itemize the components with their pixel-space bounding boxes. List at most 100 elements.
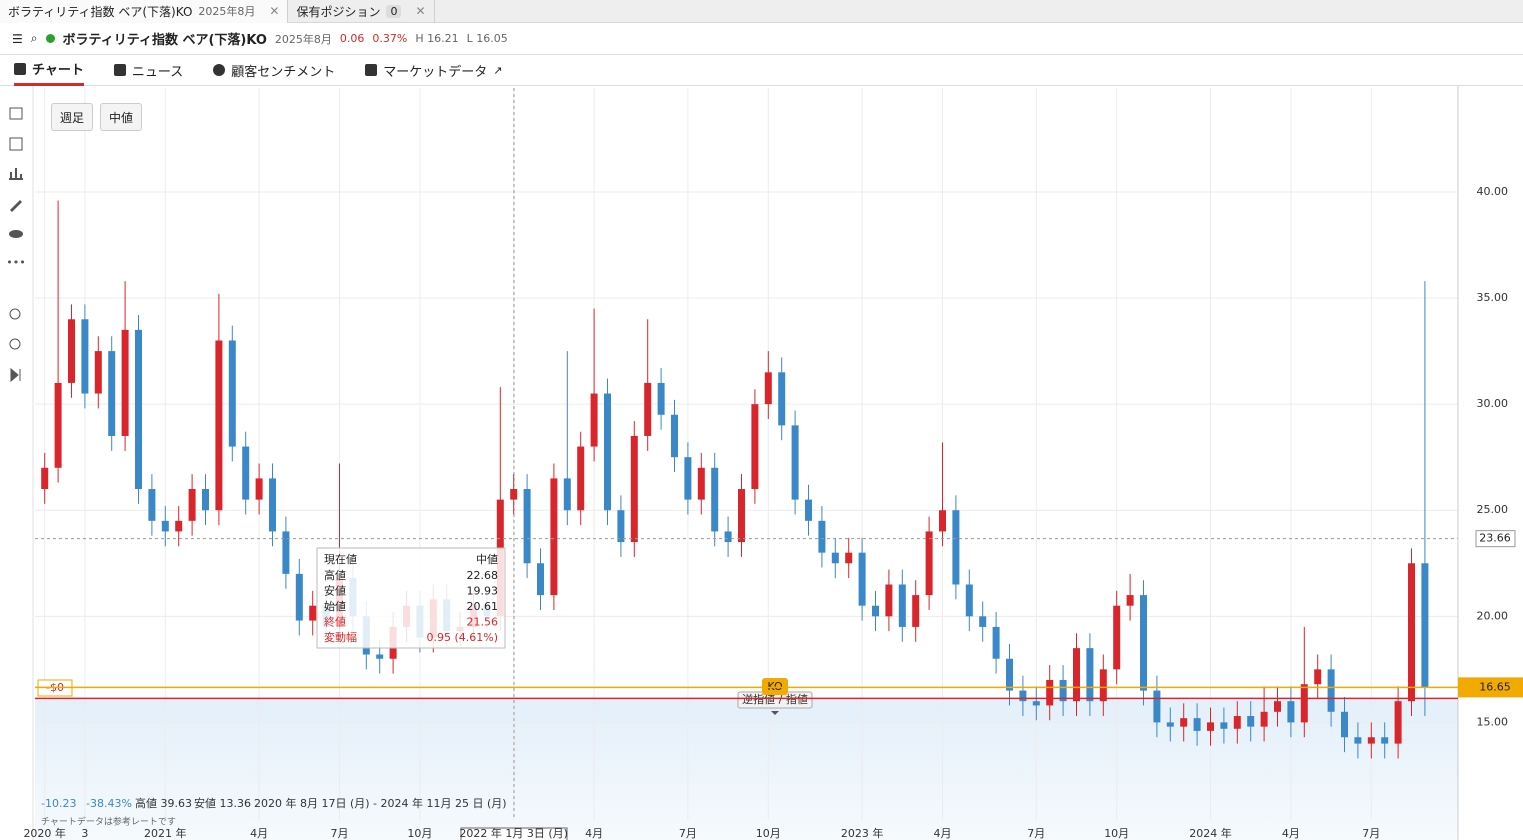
- price-label: 23.66: [1479, 532, 1511, 545]
- tool-icon[interactable]: [10, 367, 21, 383]
- chart-button[interactable]: 中値: [100, 103, 143, 131]
- x-tick-label: 7月: [1362, 827, 1380, 840]
- tooltip-value: 0.95 (4.61%): [426, 631, 498, 644]
- tab[interactable]: 保有ポジション 0 ✕: [288, 0, 435, 23]
- tooltip-key: 変動幅: [324, 630, 357, 644]
- x-tick-label: 2024 年: [1189, 826, 1232, 840]
- close-icon[interactable]: ✕: [415, 4, 426, 18]
- chart: ••• -$0 逆指値 / 指値 KO 現在値 中値 -10.23 -38.43…: [6, 86, 1523, 840]
- x-tick-label: 3: [81, 827, 88, 840]
- tab-date: 2025年8月: [198, 5, 256, 18]
- candle-body: [1314, 669, 1322, 685]
- note: チャートデータは参考レートです: [41, 816, 176, 828]
- candle-body: [1381, 737, 1389, 744]
- candle-body: [68, 319, 75, 383]
- candle-body: [1166, 722, 1174, 727]
- nav-icon: [113, 64, 126, 76]
- candle-body: [108, 351, 116, 436]
- candle-body: [121, 329, 129, 436]
- candle-body: [510, 489, 518, 500]
- candle-body: [738, 489, 745, 543]
- candle-body: [751, 404, 759, 490]
- candle-body: [684, 457, 692, 500]
- candle-body: [54, 382, 62, 468]
- candle-body: [1207, 722, 1214, 731]
- candle-body: [1126, 595, 1134, 606]
- candle-body: [939, 510, 946, 532]
- candle-body: [1046, 679, 1054, 706]
- candle-body: [925, 531, 933, 596]
- candle-body: [161, 520, 169, 532]
- tool-icon[interactable]: [9, 338, 21, 350]
- x-tick-label: 2022 年 1月 3日 (月): [459, 826, 568, 840]
- tool-icon[interactable]: [9, 230, 23, 238]
- tooltip-title: 現在値: [324, 553, 357, 566]
- tool-icon[interactable]: •••: [6, 256, 25, 269]
- candle-body: [94, 351, 102, 394]
- menu-icon[interactable]: ☰: [12, 31, 23, 46]
- nav-icon: [365, 64, 378, 76]
- candle-body: [872, 605, 879, 617]
- candle-body: [1354, 737, 1362, 744]
- close-icon[interactable]: ✕: [269, 4, 280, 18]
- external-icon: ↗: [493, 63, 503, 77]
- tab-bar: ボラティリティ指数 ベア(下落)KO 2025年8月 ✕ 保有ポジション 0 ✕: [0, 0, 1523, 23]
- candle-body: [1247, 716, 1255, 727]
- low: L 16.05: [466, 32, 508, 45]
- nav-item[interactable]: チャート: [14, 55, 84, 86]
- chart-button[interactable]: 週足: [51, 103, 94, 131]
- x-tick-label: 10月: [756, 827, 781, 840]
- nav-item[interactable]: 顧客センチメント: [213, 55, 335, 86]
- instrument-date: 2025年8月: [274, 32, 332, 46]
- nav-label: 顧客センチメント: [231, 64, 336, 80]
- candle-body: [1421, 563, 1429, 688]
- candle-body: [41, 467, 49, 490]
- tool-icon[interactable]: [9, 107, 23, 120]
- tooltip: [316, 547, 506, 649]
- price-label: 16.65: [1479, 680, 1511, 693]
- candle-body: [764, 372, 772, 405]
- candle-body: [1287, 701, 1295, 723]
- candle-body: [858, 552, 866, 606]
- crosshair-label-box: [460, 827, 568, 840]
- search-icon[interactable]: ⌕: [30, 31, 38, 45]
- candle-body: [255, 478, 263, 500]
- candle-body: [1274, 701, 1281, 712]
- candle-body: [1113, 605, 1121, 670]
- tool-icon[interactable]: [10, 200, 22, 212]
- tool-icon[interactable]: [9, 168, 23, 180]
- candle-body: [1073, 648, 1080, 702]
- status-dot: [45, 34, 55, 43]
- candle-body: [711, 467, 719, 532]
- price-label-box: [1475, 530, 1516, 548]
- candle-body: [1408, 563, 1415, 702]
- tab-title: ボラティリティ指数 ベア(下落)KO: [8, 4, 193, 19]
- stat-low: 安値 13.36: [194, 797, 251, 810]
- candle-body: [188, 489, 196, 521]
- overlay-layer: -$0 逆指値 / 指値 KO 現在値 中値 -10.23 -38.43% 高値…: [23, 185, 1523, 840]
- tooltip-value: 21.56: [467, 616, 499, 629]
- candle-body: [148, 489, 156, 521]
- candle-body: [671, 414, 678, 458]
- nav-label: マーケットデータ: [383, 64, 488, 80]
- candle-body: [295, 573, 303, 621]
- nav-item[interactable]: ニュース: [113, 55, 184, 86]
- candle-body: [1394, 701, 1402, 744]
- tool-icon[interactable]: [9, 137, 23, 151]
- stat-change-pct: -38.43%: [86, 797, 132, 810]
- candle-body: [242, 446, 250, 500]
- candle-body: [912, 595, 920, 627]
- ko-badge[interactable]: [762, 678, 788, 695]
- tab[interactable]: ボラティリティ指数 ベア(下落)KO 2025年8月 ✕: [0, 0, 289, 23]
- candle-body: [202, 489, 209, 511]
- stat-range: 2020 年 8月 17日 (月) - 2024 年 11月 25 日 (月): [254, 796, 507, 810]
- tooltip-key: 高値: [324, 568, 346, 582]
- x-tick-label: 10月: [407, 827, 432, 840]
- y-tick-label: 30.00: [1477, 397, 1509, 410]
- y-tick-label: 25.00: [1477, 503, 1509, 516]
- tool-icon[interactable]: [9, 308, 21, 320]
- candles: [41, 200, 1429, 759]
- nav-item[interactable]: マーケットデータ ↗: [365, 55, 502, 86]
- nav-label: ニュース: [131, 64, 184, 80]
